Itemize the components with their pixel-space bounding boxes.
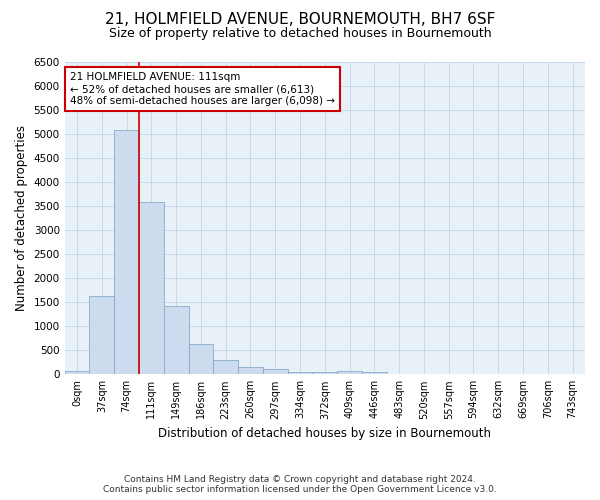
Bar <box>164 306 188 374</box>
Bar <box>362 372 387 374</box>
Bar <box>287 372 313 374</box>
X-axis label: Distribution of detached houses by size in Bournemouth: Distribution of detached houses by size … <box>158 427 491 440</box>
Text: 21 HOLMFIELD AVENUE: 111sqm
← 52% of detached houses are smaller (6,613)
48% of : 21 HOLMFIELD AVENUE: 111sqm ← 52% of det… <box>70 72 335 106</box>
Y-axis label: Number of detached properties: Number of detached properties <box>15 125 28 311</box>
Bar <box>65 370 89 374</box>
Text: 21, HOLMFIELD AVENUE, BOURNEMOUTH, BH7 6SF: 21, HOLMFIELD AVENUE, BOURNEMOUTH, BH7 6… <box>105 12 495 28</box>
Bar <box>139 202 164 374</box>
Bar <box>313 372 337 374</box>
Bar <box>89 296 114 374</box>
Text: Size of property relative to detached houses in Bournemouth: Size of property relative to detached ho… <box>109 28 491 40</box>
Bar <box>263 370 287 374</box>
Bar <box>188 344 214 374</box>
Bar <box>114 130 139 374</box>
Text: Contains HM Land Registry data © Crown copyright and database right 2024.
Contai: Contains HM Land Registry data © Crown c… <box>103 474 497 494</box>
Bar <box>214 360 238 374</box>
Bar <box>337 370 362 374</box>
Bar <box>238 367 263 374</box>
